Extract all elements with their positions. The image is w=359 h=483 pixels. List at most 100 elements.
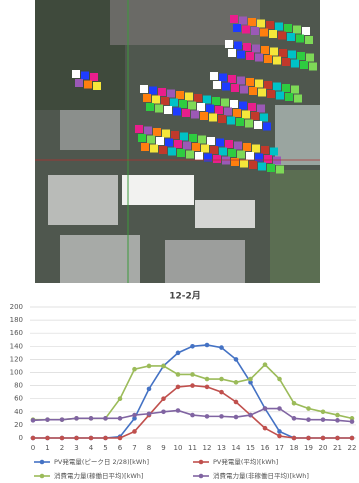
data-point <box>306 436 311 441</box>
x-tick-label: 16 <box>261 444 270 452</box>
solar-panel <box>242 26 250 34</box>
data-point <box>89 436 94 441</box>
solar-panel <box>164 106 172 114</box>
solar-panel <box>149 87 157 95</box>
solar-panel <box>267 90 275 98</box>
x-tick-label: 10 <box>174 444 183 452</box>
data-point <box>31 436 36 441</box>
solar-panel <box>279 49 287 57</box>
solar-panel <box>258 163 266 171</box>
solar-panel <box>135 125 143 133</box>
solar-panel <box>224 108 232 116</box>
data-point <box>335 436 340 441</box>
data-point <box>176 385 181 390</box>
x-tick-label: 3 <box>74 444 78 452</box>
solar-panel <box>276 166 284 174</box>
data-point <box>118 416 123 421</box>
solar-panel <box>261 146 269 154</box>
solar-panel <box>150 145 158 153</box>
x-tick-label: 4 <box>89 444 94 452</box>
solar-panel <box>219 148 227 156</box>
x-tick-label: 20 <box>319 444 328 452</box>
solar-panel <box>161 97 169 105</box>
data-point <box>306 417 311 422</box>
solar-panel <box>228 149 236 157</box>
solar-panel <box>284 24 292 32</box>
solar-panel <box>233 109 241 117</box>
data-point <box>263 362 268 367</box>
solar-panel <box>185 93 193 101</box>
solar-panel <box>300 61 308 69</box>
solar-panel <box>228 49 236 57</box>
data-point <box>147 411 152 416</box>
solar-panel <box>90 73 98 81</box>
aerial-photo <box>35 0 320 283</box>
solar-panel <box>251 112 259 120</box>
solar-panel <box>177 149 185 157</box>
data-point <box>132 413 137 418</box>
y-tick-label: 100 <box>10 369 23 377</box>
data-point <box>234 357 239 362</box>
data-point <box>277 377 282 382</box>
solar-panel <box>285 93 293 101</box>
solar-panel <box>248 103 256 111</box>
solar-panel <box>282 84 290 92</box>
solar-panel <box>152 96 160 104</box>
data-point <box>132 429 137 434</box>
solar-panel <box>182 109 190 117</box>
legend-label: PV発電量(平均)[kWh] <box>213 457 278 466</box>
x-tick-label: 0 <box>31 444 35 452</box>
solar-panel <box>84 81 92 89</box>
solar-panel <box>213 155 221 163</box>
solar-panel <box>210 146 218 154</box>
solar-panel <box>155 105 163 113</box>
data-point <box>350 436 355 441</box>
solar-panel <box>260 114 268 122</box>
solar-panel <box>179 100 187 108</box>
data-point <box>45 436 50 441</box>
solar-panel <box>144 127 152 135</box>
data-point <box>176 351 181 356</box>
solar-panel <box>273 83 281 91</box>
data-point <box>190 372 195 377</box>
solar-panel <box>176 91 184 99</box>
legend-marker <box>199 460 204 465</box>
data-point <box>234 415 239 420</box>
solar-panel <box>246 52 254 60</box>
solar-panel <box>93 82 101 90</box>
data-point <box>118 436 123 441</box>
data-point <box>147 387 152 392</box>
solar-panel <box>267 164 275 172</box>
solar-panel <box>228 75 236 83</box>
solar-panel <box>222 157 230 165</box>
data-point <box>74 416 79 421</box>
solar-panel <box>282 58 290 66</box>
solar-panel <box>246 152 254 160</box>
y-tick-label: 80 <box>14 382 23 390</box>
solar-panel <box>222 83 230 91</box>
data-point <box>60 417 65 422</box>
solar-panel <box>230 100 238 108</box>
data-point <box>176 372 181 377</box>
x-tick-label: 7 <box>132 444 136 452</box>
solar-panel <box>170 99 178 107</box>
solar-panel <box>203 96 211 104</box>
solar-panel <box>147 136 155 144</box>
solar-panel <box>231 84 239 92</box>
page: 12-2月 0204060801001201401601802000123456… <box>0 0 359 483</box>
solar-panel <box>288 51 296 59</box>
data-point <box>190 383 195 388</box>
x-tick-label: 14 <box>232 444 241 452</box>
legend-label: PV発電量(ピーク日 2/28)[kWh] <box>54 457 149 466</box>
solar-panel <box>294 95 302 103</box>
data-point <box>103 436 108 441</box>
solar-panel <box>200 112 208 120</box>
solar-panel <box>264 155 272 163</box>
solar-panel <box>264 81 272 89</box>
data-point <box>60 436 65 441</box>
data-point <box>190 413 195 418</box>
data-point <box>31 418 36 423</box>
solar-panel <box>240 160 248 168</box>
solar-panel <box>248 18 256 26</box>
solar-panel <box>276 92 284 100</box>
